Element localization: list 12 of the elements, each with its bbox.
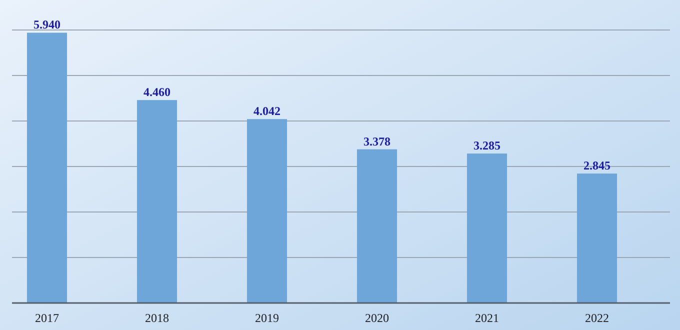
data-label: 3.378 [364,134,390,148]
data-label: 5.940 [34,18,60,32]
x-tick-label: 2020 [365,311,389,325]
x-tick-label: 2017 [35,311,59,325]
x-tick-label: 2022 [585,311,609,325]
x-tick-label: 2021 [475,311,499,325]
data-label: 4.460 [144,85,170,100]
data-label: 4.042 [254,104,280,118]
x-tick-label: 2018 [145,311,169,325]
data-label: 2.845 [584,158,610,173]
x-tick-label: 2019 [255,311,279,325]
data-label: 3.285 [474,138,500,153]
